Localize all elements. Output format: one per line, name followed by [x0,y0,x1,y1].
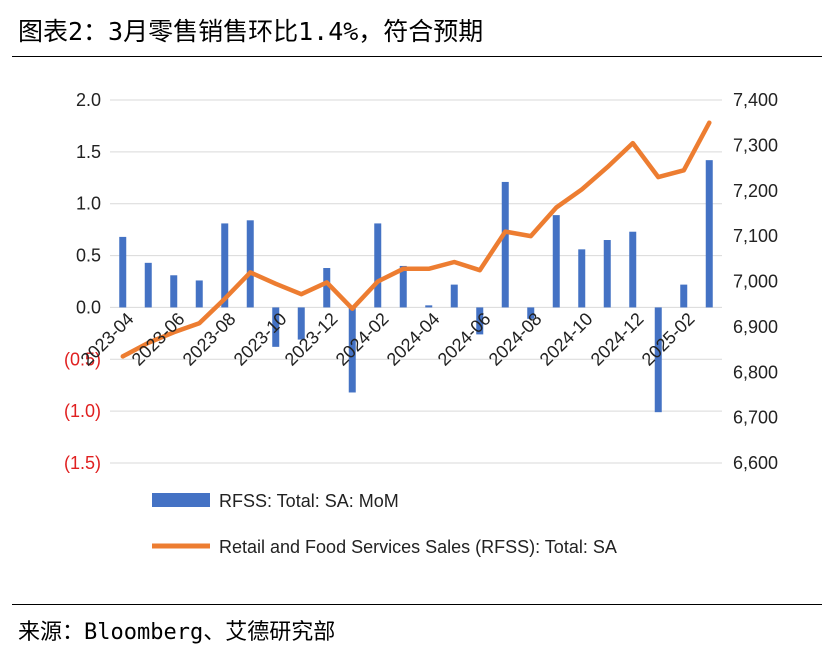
bar [119,236,127,308]
y-left-tick-label: 2.0 [76,90,101,110]
title-divider [12,56,822,57]
y-right-tick-label: 7,200 [733,181,778,201]
legend-line-label: Retail and Food Services Sales (RFSS): T… [219,537,617,557]
bar [705,160,713,308]
legend-bar-label: RFSS: Total: SA: MoM [219,491,399,511]
y-left-tick-label: (1.5) [64,453,101,473]
x-tick-label: 2023-12 [281,309,342,370]
line-series [120,120,712,359]
x-axis-ticks: 2023-042023-062023-082023-102023-122024-… [77,309,699,370]
right-axis-ticks: 6,600 6,700 6,800 6,900 7,000 7,100 7,200 7,300… [733,90,778,473]
bar [323,268,331,308]
y-right-tick-label: 7,000 [733,272,778,292]
y-right-tick-label: 6,700 [733,408,778,428]
bar [399,265,407,308]
source-note: 来源：Bloomberg、艾德研究部 [18,620,336,645]
bar [144,262,152,308]
bar [425,305,433,308]
bar [476,307,484,335]
y-right-tick-label: 6,600 [733,453,778,473]
x-tick-label: 2024-06 [434,309,495,370]
y-left-tick-label: 1.5 [76,142,101,162]
y-left-tick-label: 0.0 [76,297,101,317]
bar [195,280,203,308]
bar [450,284,458,308]
y-right-tick-label: 7,100 [733,226,778,246]
y-left-tick-label: 1.0 [76,194,101,214]
x-tick-label: 2025-02 [638,309,699,370]
y-left-tick-label: (0.5) [64,349,101,369]
bar [272,307,280,347]
bar [603,240,611,308]
legend-bar-swatch [152,493,210,507]
bar [246,220,254,308]
legend: RFSS: Total: SA: MoM Retail and Food Ser… [152,491,617,557]
x-tick-label: 2024-02 [332,309,393,370]
chart-title: 图表2：3月零售销售环比1.4%，符合预期 [18,17,484,46]
x-tick-label: 2024-10 [536,309,597,370]
y-right-tick-label: 6,800 [733,362,778,382]
y-right-tick-label: 7,300 [733,135,778,155]
bar [578,249,586,308]
x-tick-label: 2024-04 [383,309,444,370]
x-tick-label: 2023-04 [77,309,138,370]
source-divider [12,604,822,605]
x-tick-label: 2024-08 [485,309,546,370]
bar [221,223,229,308]
y-left-tick-label: 0.5 [76,246,101,266]
y-right-tick-label: 6,900 [733,317,778,337]
bar [348,307,356,393]
bar [552,215,560,308]
bar-series [119,160,713,413]
bar [374,223,382,308]
left-axis-ticks: (1.5) (1.0) (0.5) 0.0 0.5 1.0 1.5 2.0 [64,90,101,473]
x-tick-label: 2023-10 [230,309,291,370]
bar [654,307,662,413]
grid-lines [110,99,722,464]
bar [170,275,178,308]
x-tick-label: 2023-06 [128,309,189,370]
y-left-tick-label: (1.0) [64,401,101,421]
y-right-tick-label: 7,400 [733,90,778,110]
bar [297,307,305,340]
series-line [120,120,712,359]
bar [629,231,637,308]
x-tick-label: 2023-08 [179,309,240,370]
title-bar: 图表2：3月零售销售环比1.4%，符合预期 [0,0,834,56]
chart: (1.5) (1.0) (0.5) 0.0 0.5 1.0 1.5 2.0 6,600 6,70… [64,90,778,557]
bar [527,307,535,319]
x-tick-label: 2024-12 [587,309,648,370]
bar [501,181,509,308]
bar [680,284,688,308]
